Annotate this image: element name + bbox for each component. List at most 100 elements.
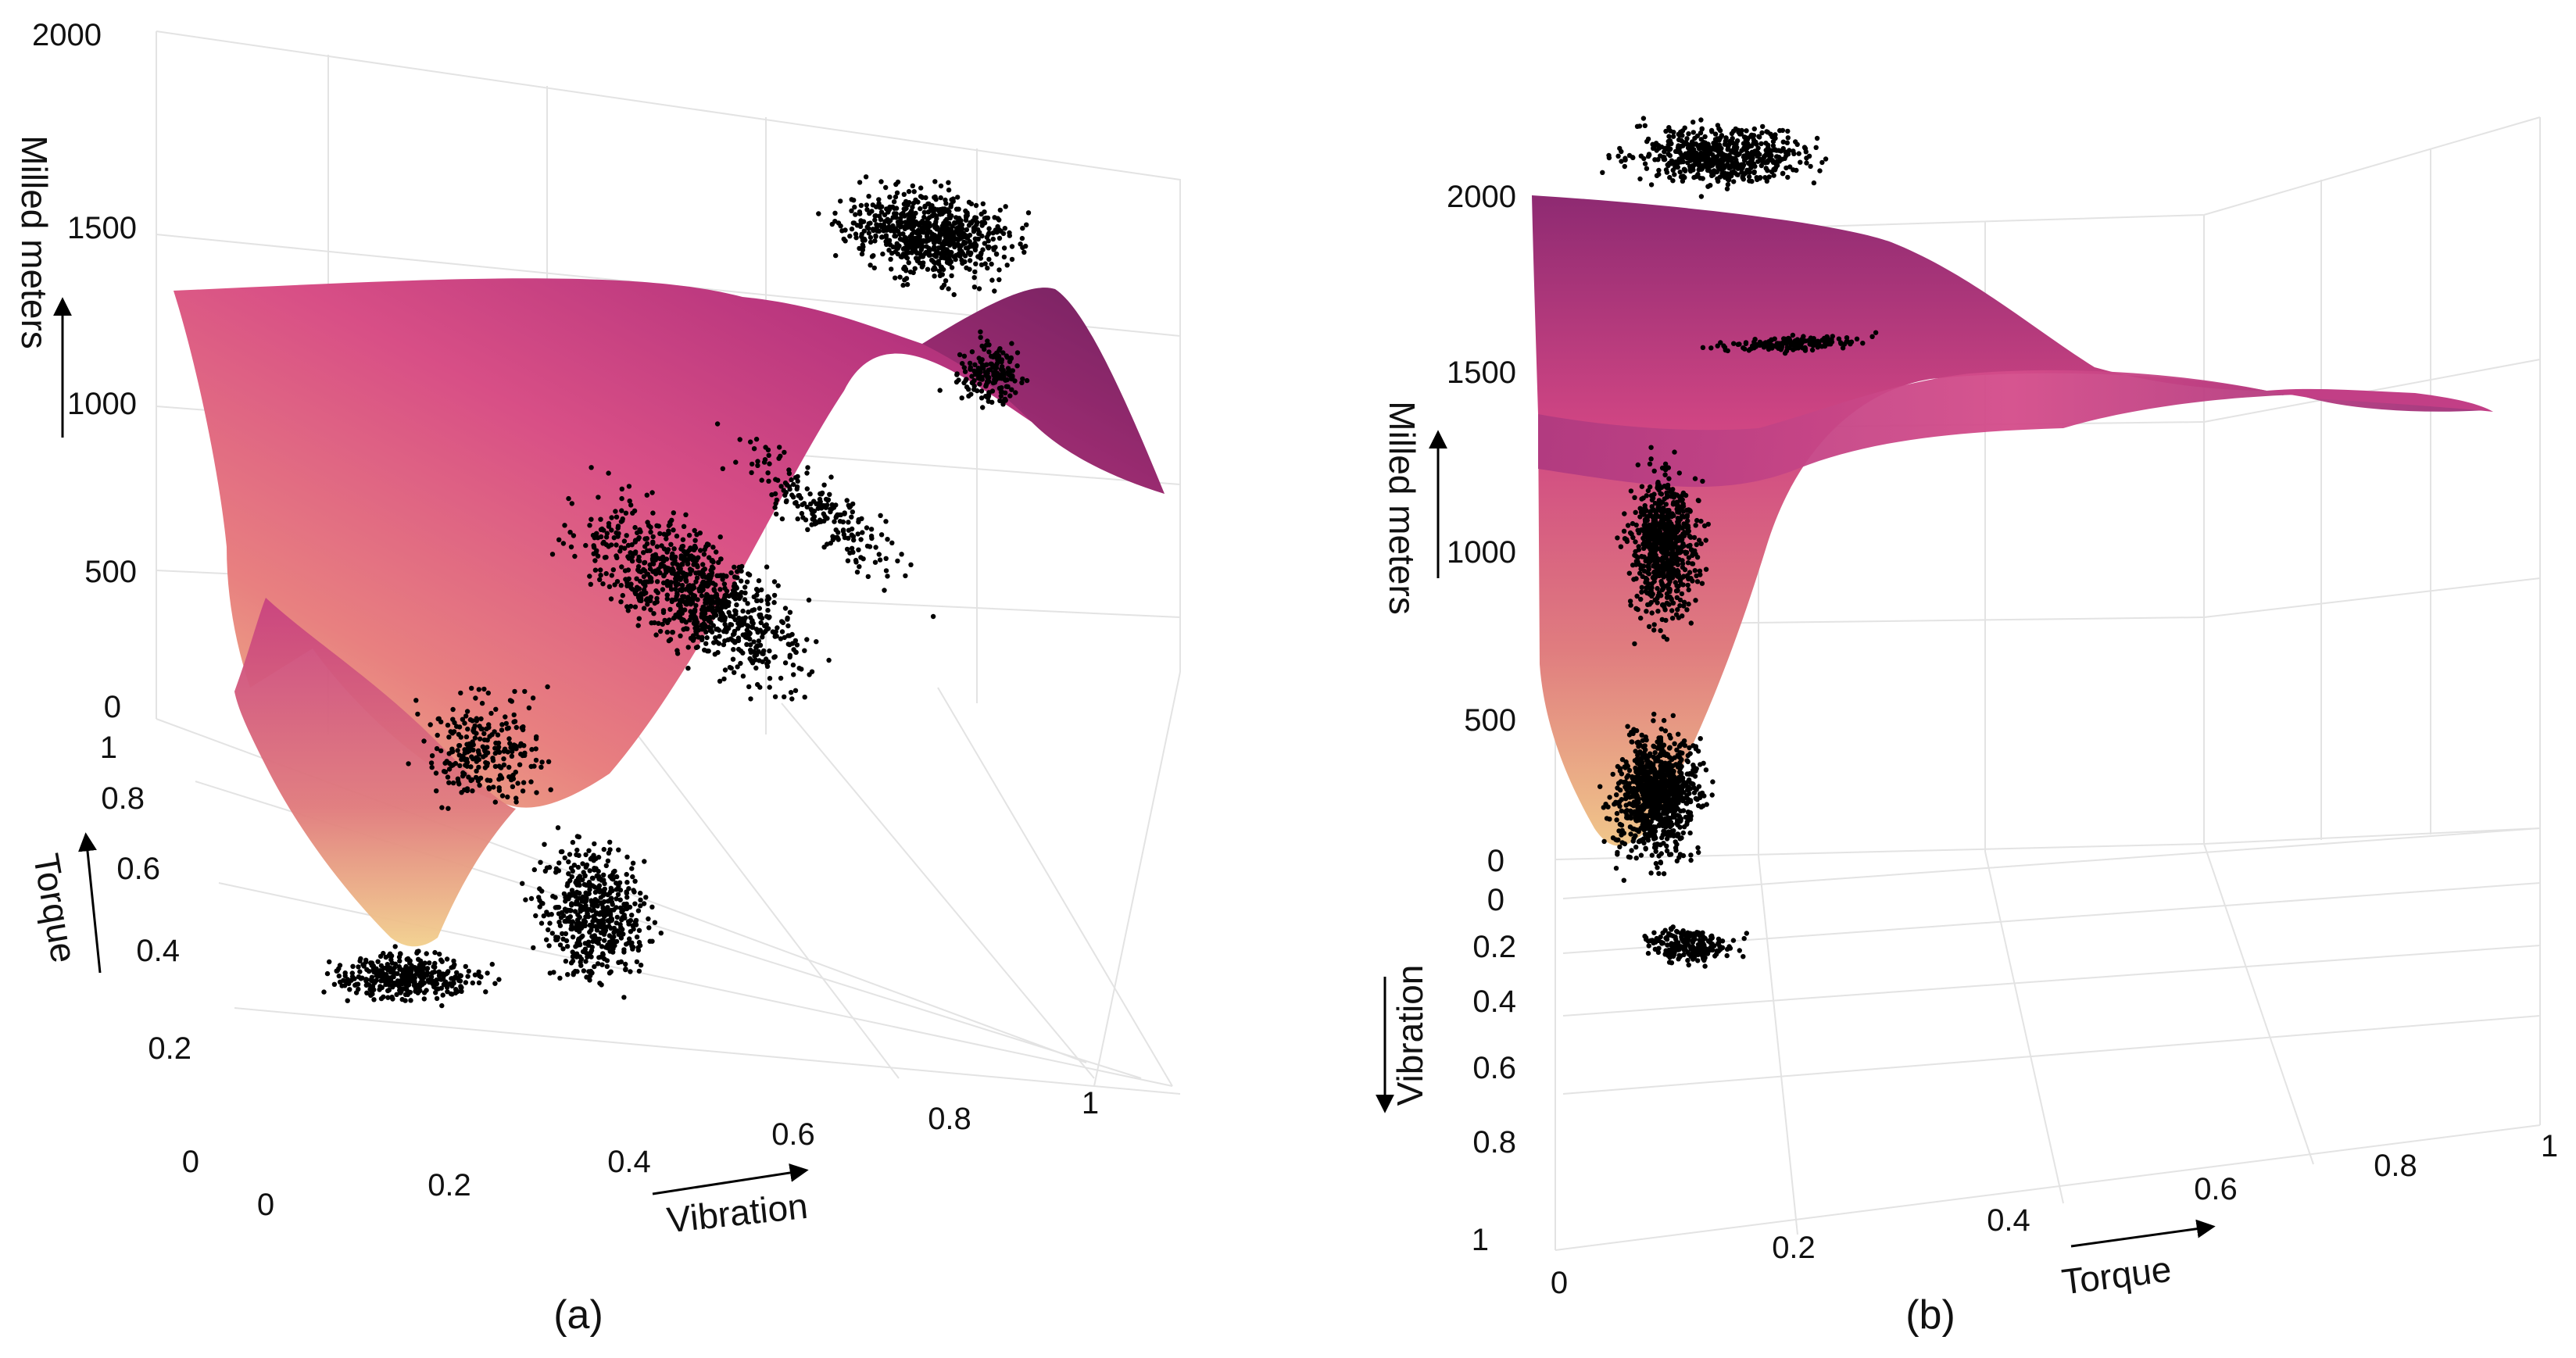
scatter-point: [512, 745, 517, 751]
scatter-point: [1663, 128, 1669, 134]
scatter-point: [1662, 156, 1668, 163]
scatter-point: [666, 638, 672, 644]
scatter-point: [898, 216, 903, 221]
scatter-point: [568, 865, 574, 871]
scatter-point: [1007, 393, 1013, 398]
scatter-point: [1811, 180, 1817, 186]
scatter-point: [528, 779, 534, 784]
scatter-point: [918, 194, 924, 199]
scatter-point: [718, 556, 724, 562]
scatter-point: [596, 854, 602, 860]
scatter-point: [806, 597, 812, 603]
scatter-point: [961, 231, 966, 236]
scatter-point: [722, 667, 728, 673]
scatter-point: [345, 998, 350, 1003]
scatter-point: [1751, 126, 1757, 132]
scatter-point: [927, 223, 933, 229]
scatter-point: [693, 628, 699, 634]
scatter-point: [744, 641, 750, 647]
scatter-point: [863, 174, 869, 180]
scatter-point: [1683, 549, 1688, 555]
scatter-point: [465, 726, 470, 732]
scatter-point: [492, 745, 498, 751]
scatter-point: [921, 214, 927, 220]
scatter-point: [708, 620, 714, 625]
scatter-point: [1002, 226, 1008, 231]
scatter-point: [782, 660, 789, 666]
scatter-point: [699, 627, 705, 632]
scatter-point: [1744, 141, 1750, 147]
scatter-point: [1683, 151, 1688, 156]
scatter-point: [599, 877, 604, 883]
scatter-point: [1689, 155, 1694, 160]
scatter-point: [629, 554, 635, 559]
scatter-point: [1735, 341, 1741, 347]
scatter-point: [967, 232, 973, 238]
scatter-point: [727, 665, 733, 670]
scatter-point: [873, 545, 878, 550]
scatter-point: [587, 977, 592, 983]
scatter-point: [802, 648, 807, 653]
scatter-point: [701, 552, 707, 557]
scatter-point: [839, 228, 845, 234]
scatter-point: [903, 266, 909, 272]
scatter-point: [1681, 543, 1687, 549]
scatter-point: [1628, 602, 1633, 608]
scatter-point: [546, 927, 551, 933]
scatter-point: [1659, 521, 1665, 527]
scatter-point: [557, 942, 564, 948]
scatter-point: [496, 977, 502, 982]
scatter-point: [358, 956, 363, 962]
scatter-point: [1636, 544, 1641, 549]
scatter-point: [431, 969, 438, 975]
scatter-point: [402, 965, 409, 970]
scatter-point: [1683, 168, 1688, 173]
scatter-point: [1666, 134, 1672, 139]
scatter-point: [1676, 143, 1681, 148]
scatter-point: [751, 607, 757, 613]
scatter-point: [564, 944, 571, 949]
scatter-point: [1648, 589, 1653, 595]
scatter-point: [415, 711, 420, 717]
scatter-point: [537, 904, 542, 910]
scatter-point: [990, 231, 996, 236]
scatter-point: [996, 217, 1002, 223]
scatter-point: [1629, 531, 1634, 537]
scatter-point: [941, 220, 946, 227]
scatter-point: [732, 670, 737, 675]
scatter-point: [895, 179, 901, 185]
panel-a-x-tick: 0: [257, 1188, 274, 1222]
scatter-point: [933, 250, 939, 256]
scatter-point: [638, 963, 644, 968]
scatter-point: [664, 596, 670, 602]
scatter-point: [1652, 157, 1658, 163]
scatter-point: [775, 625, 780, 631]
scatter-point: [554, 905, 560, 910]
scatter-point: [622, 545, 628, 551]
scatter-point: [646, 523, 652, 528]
scatter-point: [854, 570, 860, 575]
scatter-point: [953, 256, 958, 263]
scatter-point: [421, 996, 427, 1002]
scatter-point: [566, 495, 571, 502]
scatter-point: [755, 681, 760, 688]
scatter-point: [520, 752, 525, 759]
scatter-point: [828, 474, 834, 480]
scatter-point: [589, 954, 594, 960]
scatter-point: [667, 606, 673, 613]
scatter-point: [766, 659, 771, 665]
scatter-point: [1653, 849, 1658, 854]
scatter-point: [1693, 161, 1698, 166]
scatter-point: [857, 180, 863, 185]
scatter-point: [581, 968, 587, 974]
scatter-point: [567, 914, 573, 920]
scatter-point: [1670, 134, 1676, 139]
scatter-point: [860, 530, 865, 535]
scatter-point: [404, 956, 410, 963]
scatter-point: [871, 253, 876, 259]
scatter-point: [1633, 749, 1638, 754]
scatter-point: [580, 894, 586, 900]
scatter-point: [463, 963, 468, 970]
scatter-point: [462, 750, 467, 756]
scatter-point: [1670, 713, 1676, 718]
